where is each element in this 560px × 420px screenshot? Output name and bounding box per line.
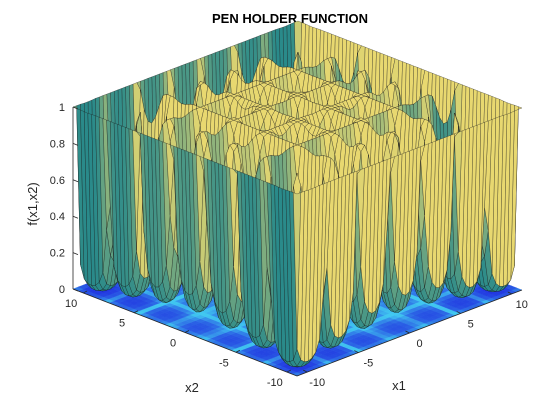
surface-mesh [72, 20, 523, 368]
chart-title: PEN HOLDER FUNCTION [212, 11, 368, 26]
